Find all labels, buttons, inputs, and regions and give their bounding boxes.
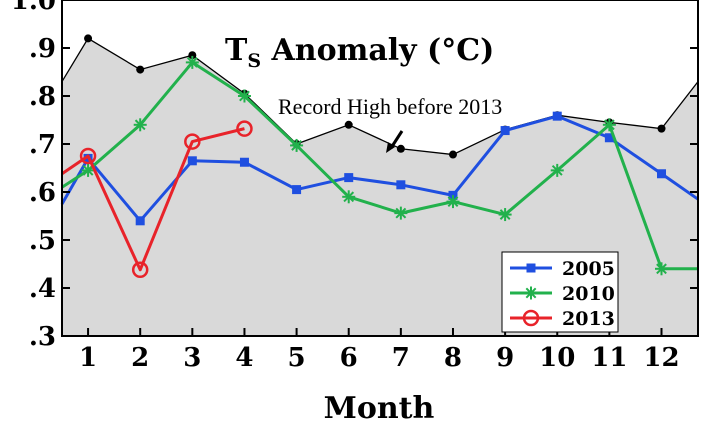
- point-2010-7: [394, 206, 408, 220]
- point-2010-6: [342, 190, 356, 204]
- x-tick-label-6: 6: [340, 343, 358, 373]
- x-tick-label-9: 9: [496, 343, 514, 373]
- record-high-point-6: [344, 120, 353, 129]
- chart-title: TS Anomaly (°C): [225, 33, 494, 72]
- point-2010-2: [133, 118, 147, 132]
- y-tick-label-.4: .4: [29, 274, 56, 304]
- point-2005-2: [135, 216, 145, 226]
- x-tick-label-8: 8: [444, 343, 462, 373]
- x-tick-label-12: 12: [643, 343, 679, 373]
- point-2010-12: [655, 262, 669, 276]
- point-2010-8: [446, 195, 460, 209]
- point-2010-4: [237, 89, 251, 103]
- point-2010-9: [498, 208, 512, 222]
- legend-marker-2005: [526, 263, 536, 273]
- point-2010-7-stroke-3: [395, 207, 407, 219]
- legend: 2005 2010 2013: [501, 251, 619, 333]
- y-tick-label-1.0: 1.0: [11, 0, 56, 16]
- legend-label-2010: 2010: [562, 283, 615, 305]
- legend-marker-2010: [524, 286, 538, 300]
- record-high-polyline: [61, 37, 699, 156]
- x-tick-label-10: 10: [539, 343, 575, 373]
- point-2005-4: [239, 157, 249, 167]
- point-2005-5: [292, 185, 302, 195]
- point-2010-5-stroke-3: [291, 140, 302, 151]
- series-2013: [61, 120, 253, 279]
- point-2010-6-stroke-3: [343, 191, 355, 203]
- point-2010-5: [290, 138, 304, 152]
- point-2013-4: [236, 120, 253, 137]
- point-2005-9: [500, 126, 510, 136]
- y-tick-label-.9: .9: [29, 34, 56, 64]
- chart-title-subscript: S: [247, 50, 261, 72]
- axis-ticks: 1 2 3 4 5 6 7 8 9 10 11 12.3.4.5.6.7.8.91.0: [11, 0, 698, 373]
- record-high-point-8: [448, 150, 457, 159]
- legend-item-2010: 2010: [510, 283, 615, 305]
- point-2005-7: [396, 180, 406, 190]
- point-2010-8-stroke-3: [447, 196, 459, 207]
- point-2013-1: [79, 147, 97, 165]
- x-tick-label-3: 3: [183, 343, 201, 373]
- x-tick-label-5: 5: [288, 343, 306, 373]
- chart-title-rest: Anomaly (°C): [261, 33, 494, 68]
- record-high-point-7: [396, 144, 405, 153]
- annotation-arrowhead: [386, 142, 395, 153]
- legend-item-2013: 2013: [510, 308, 615, 330]
- annotation-arrow: [389, 130, 404, 149]
- record-high-point-12: [657, 124, 666, 133]
- y-tick-label-.7: .7: [29, 130, 56, 160]
- x-tick-label-7: 7: [392, 343, 410, 373]
- point-2010-2-stroke-3: [134, 119, 146, 131]
- x-tick-label-4: 4: [235, 343, 253, 373]
- point-2010-3: [185, 55, 199, 69]
- y-tick-label-.8: .8: [29, 82, 56, 112]
- point-2010-9-stroke-3: [499, 209, 511, 220]
- point-2005-3: [187, 156, 197, 166]
- series-2010: [61, 55, 698, 276]
- x-tick-label-11: 11: [591, 343, 627, 373]
- y-tick-label-.3: .3: [29, 322, 56, 352]
- record-high-point-3: [188, 51, 197, 60]
- series-group: [60, 55, 699, 279]
- point-2010-12-stroke-3: [656, 263, 667, 275]
- point-2005-11: [604, 133, 614, 143]
- point-2010-10: [550, 163, 564, 177]
- y-tick-label-.5: .5: [29, 226, 56, 256]
- point-2010-1: [81, 163, 95, 177]
- point-2005-6: [344, 173, 354, 183]
- record-high-annotation: Record High before 2013: [278, 94, 502, 119]
- record-high-point-2: [136, 65, 145, 74]
- point-2010-1-stroke-3: [82, 165, 94, 176]
- point-2010-4-stroke-3: [239, 90, 250, 102]
- legend-marker-2013: [522, 309, 540, 327]
- series-line-2010: [61, 60, 698, 271]
- point-2013-2: [131, 261, 149, 279]
- point-2005-10: [552, 111, 562, 121]
- point-2013-3: [184, 133, 201, 150]
- legend-item-2005: 2005: [510, 258, 615, 280]
- point-2010-3-stroke-3: [186, 57, 198, 68]
- chart-title-main: T: [225, 33, 248, 68]
- plot-frame: [61, 0, 699, 337]
- point-2010-10-stroke-3: [551, 165, 563, 176]
- x-tick-label-1: 1: [79, 343, 97, 373]
- legend-label-2005: 2005: [562, 258, 615, 280]
- x-axis-label: Month: [324, 391, 435, 426]
- series-line-2013: [61, 127, 245, 272]
- x-tick-label-2: 2: [131, 343, 149, 373]
- legend-marker-2010-stroke-3: [525, 287, 537, 299]
- point-2010-11: [602, 118, 616, 132]
- record-high-point-1: [84, 34, 93, 43]
- legend-label-2013: 2013: [562, 308, 615, 330]
- point-2005-12: [657, 169, 667, 179]
- point-2010-11-stroke-3: [603, 119, 615, 131]
- y-tick-label-.6: .6: [29, 178, 56, 208]
